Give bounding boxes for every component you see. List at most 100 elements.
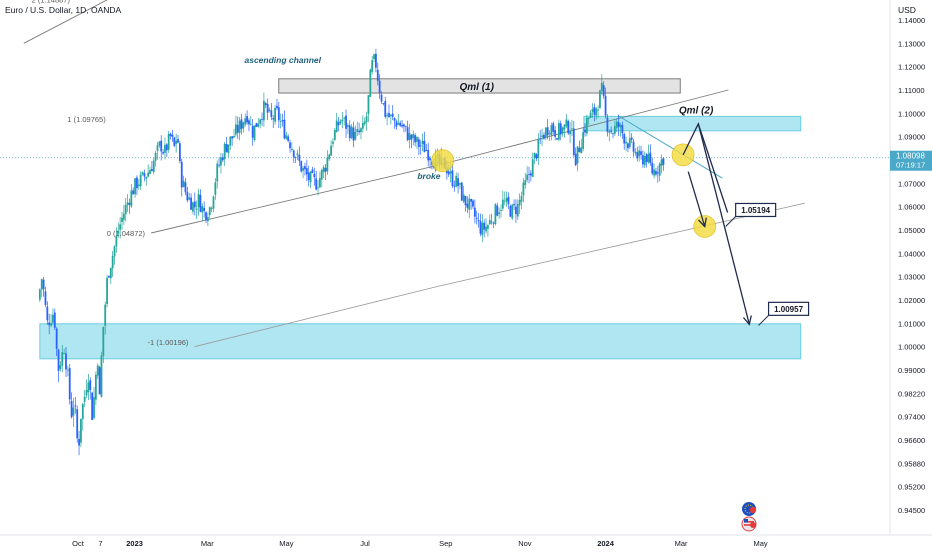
candle-body <box>317 187 319 189</box>
candle-body <box>574 153 577 166</box>
candle-body <box>541 135 543 137</box>
candle-body <box>651 163 654 174</box>
candle-body <box>369 69 372 97</box>
y-tick-label: 1.13000 <box>898 39 925 48</box>
price-tag-value: 1.08098 <box>896 152 925 161</box>
projection-down-line <box>697 123 750 325</box>
candle-body <box>451 170 454 187</box>
candle-body <box>78 438 80 446</box>
candle-body <box>565 119 568 127</box>
candle-body <box>371 60 374 72</box>
candle-body <box>80 418 82 443</box>
candle-body <box>52 314 54 323</box>
candle-body <box>580 147 583 154</box>
candle-body <box>585 117 588 134</box>
candle-body <box>154 152 157 161</box>
candle-body <box>206 217 209 222</box>
candle-body <box>309 171 312 183</box>
candle-body <box>347 124 349 127</box>
x-tick-label: 2024 <box>597 539 615 548</box>
candle-body <box>535 154 538 159</box>
candle-body <box>128 202 131 205</box>
candle-body <box>307 172 310 180</box>
candle-body <box>171 134 174 137</box>
candle-body <box>216 163 219 182</box>
candle-body <box>72 407 75 416</box>
candle-body <box>576 146 579 164</box>
y-tick-label: 1.04000 <box>898 249 925 258</box>
candle-body <box>324 168 327 172</box>
y-tick-label: 1.06000 <box>898 203 925 212</box>
candle-body <box>520 196 523 202</box>
candle-body <box>253 125 256 140</box>
candle-body <box>203 207 206 212</box>
candle-body <box>70 400 73 418</box>
candle-body <box>537 139 540 158</box>
qml-1-label: Qml (1) <box>460 82 495 93</box>
candle-body <box>246 116 248 123</box>
candle-body <box>212 196 215 209</box>
candle-body <box>628 138 631 148</box>
candle-body <box>195 208 198 210</box>
candle-body <box>192 202 194 212</box>
candle-body <box>59 365 62 369</box>
candle-body <box>410 134 413 140</box>
candle-body <box>180 161 183 188</box>
candle-body <box>300 161 303 172</box>
candle-body <box>399 122 402 126</box>
candle-body <box>108 275 110 278</box>
candle-body <box>178 143 181 162</box>
currency-label[interactable]: USD <box>898 5 916 15</box>
candle-body <box>466 203 469 208</box>
y-tick-label: 0.98220 <box>898 389 925 398</box>
candle-body <box>244 118 247 125</box>
candle-body <box>233 135 235 138</box>
candle-body <box>485 226 487 232</box>
candle-body <box>488 220 491 225</box>
y-tick-label: 1.00000 <box>898 343 925 352</box>
candle-body <box>205 212 207 220</box>
candle-body <box>104 304 107 326</box>
candle-body <box>352 127 355 141</box>
channel-upper-line <box>23 0 108 44</box>
candle-body <box>382 103 385 105</box>
candle-body <box>210 207 213 209</box>
candle-body <box>89 380 92 390</box>
candle-body <box>460 182 463 201</box>
candle-body <box>335 120 338 132</box>
candle-body <box>223 143 226 160</box>
candle-body <box>503 200 506 202</box>
candle-body <box>500 210 502 211</box>
candle-body <box>587 117 590 119</box>
candle-body <box>627 143 629 149</box>
candle-body <box>544 127 547 138</box>
candle-body <box>529 173 532 176</box>
candle-body <box>48 322 51 326</box>
candle-body <box>305 168 308 175</box>
candle-body <box>591 109 594 112</box>
trend-line <box>617 115 723 179</box>
candle-body <box>281 120 284 122</box>
candle-body <box>582 131 585 149</box>
candle-body <box>386 115 389 117</box>
candle-body <box>57 349 60 371</box>
symbol-title: Euro / U.S. Dollar, 1D, OANDA <box>5 5 122 15</box>
candle-body <box>279 121 282 122</box>
x-tick-label: May <box>753 539 767 548</box>
candle-body <box>606 117 609 132</box>
candle-body <box>528 173 530 175</box>
candle-body <box>492 222 495 224</box>
candle-body <box>373 54 375 60</box>
candle-body <box>124 204 127 215</box>
candle-body <box>76 409 79 439</box>
candle-body <box>109 267 112 279</box>
candle-body <box>268 109 271 111</box>
candle-body <box>600 82 603 92</box>
candle-body <box>292 150 295 158</box>
candle-body <box>375 53 377 68</box>
candle-body <box>518 199 521 206</box>
candle-body <box>164 144 166 153</box>
candle-body <box>225 143 228 153</box>
candle-body <box>641 155 644 165</box>
